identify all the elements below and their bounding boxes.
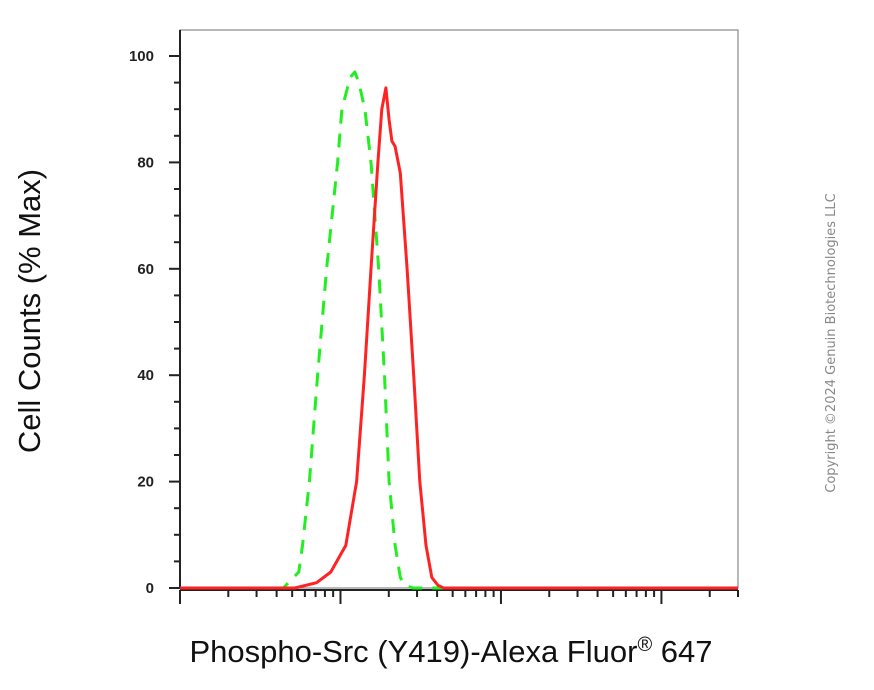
x-axis-label: Phospho-Src (Y419)-Alexa Fluor® 647 <box>189 634 712 669</box>
y-tick-label: 0 <box>146 580 154 597</box>
y-axis-label: Cell Counts (% Max) <box>12 169 47 453</box>
control-histogram-line <box>180 70 738 590</box>
y-tick-label: 80 <box>137 154 154 171</box>
y-tick-label: 40 <box>137 367 154 384</box>
y-axis: 0 20 40 60 80 100 <box>129 30 181 597</box>
plot-frame <box>179 29 739 589</box>
y-tick-label: 100 <box>129 48 154 65</box>
y-tick-label: 60 <box>137 261 154 278</box>
series-group <box>180 70 738 590</box>
sample-histogram-line <box>180 86 738 590</box>
y-tick-label: 20 <box>137 474 154 491</box>
x-axis <box>179 589 739 604</box>
copyright-text: Copyright ©2024 Genuin Biotechnologies L… <box>824 193 839 492</box>
